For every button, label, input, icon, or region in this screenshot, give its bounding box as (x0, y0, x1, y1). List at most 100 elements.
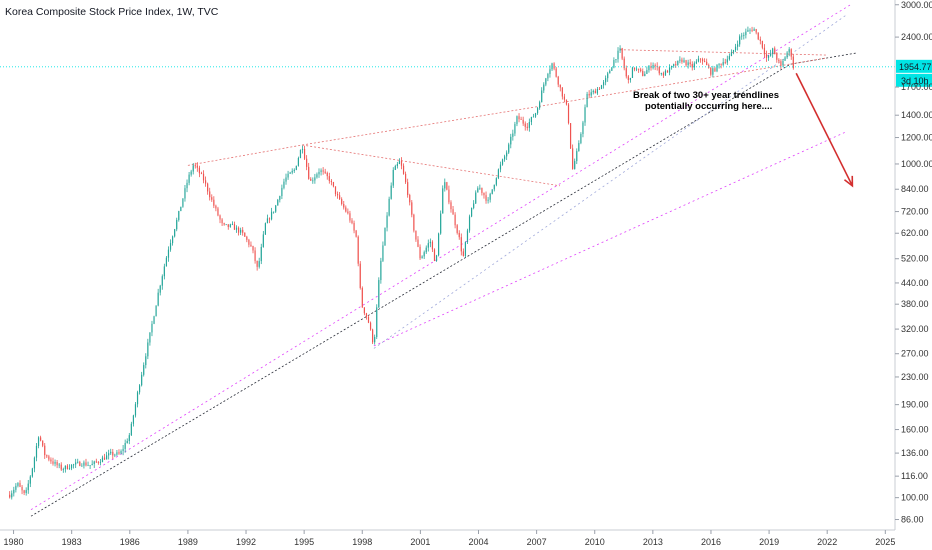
candle-body (64, 465, 66, 470)
candle-body (33, 457, 36, 469)
candle-body (720, 64, 722, 66)
candle-body (169, 243, 172, 250)
candle-body (664, 70, 667, 76)
candle-body (400, 161, 403, 166)
candle-body (675, 64, 677, 66)
candle-body (235, 227, 238, 230)
candle-body (116, 452, 118, 455)
candle-body (633, 67, 636, 70)
candle-body (250, 244, 252, 246)
candle-body (79, 461, 81, 466)
candle-body (679, 59, 681, 61)
candle-body (128, 435, 130, 441)
candle-body (710, 67, 712, 75)
candle-body (429, 241, 431, 244)
candle-body (275, 205, 277, 212)
candle-body (301, 148, 304, 150)
candle-body (279, 196, 281, 200)
candle-body (563, 96, 565, 100)
candle-body (534, 113, 537, 117)
candle-body (466, 230, 469, 243)
candle-body (299, 149, 302, 159)
candle-body (508, 144, 510, 153)
candle-body (213, 199, 215, 206)
candle-body (196, 165, 198, 168)
candle-body (623, 58, 625, 69)
candle-body (582, 122, 584, 135)
candle-body (462, 251, 464, 256)
candle-body (444, 182, 446, 189)
x-tick-label: 1980 (4, 537, 24, 547)
candle-body (737, 44, 739, 47)
candle-body (114, 454, 116, 456)
candle-body (229, 224, 231, 227)
candle-body (438, 233, 440, 256)
candle-body (357, 236, 359, 264)
candle-body (386, 215, 388, 228)
trendline-lower-channel (373, 131, 847, 347)
candle-body (448, 189, 450, 203)
candle-body (446, 182, 448, 190)
candle-body (124, 443, 126, 449)
candle-body (757, 32, 759, 40)
candle-body (353, 222, 355, 231)
candle-body (706, 61, 708, 66)
annotation-arrow (795, 72, 854, 187)
candle-body (23, 490, 25, 493)
candle-body (668, 67, 671, 73)
candle-body (281, 187, 283, 197)
candle-body (543, 84, 545, 91)
candle-body (35, 445, 38, 458)
candle-body (174, 229, 176, 237)
candle-body (83, 462, 85, 466)
candle-body (151, 323, 153, 333)
candle-body (99, 462, 102, 463)
candle-body (673, 64, 675, 66)
candle-body (339, 195, 341, 200)
candle-body (293, 169, 295, 171)
candle-body (681, 59, 683, 62)
candle-body (464, 242, 467, 256)
candle-body (93, 461, 95, 464)
candle-body (485, 195, 487, 201)
candle-body (456, 225, 458, 233)
candle-body (89, 465, 91, 466)
candle-body (588, 94, 590, 96)
candle-body (411, 202, 413, 215)
candle-body (677, 60, 679, 66)
candle-body (567, 104, 570, 124)
x-tick-label: 2016 (701, 537, 721, 547)
candle-body (46, 455, 48, 457)
candle-body (320, 170, 322, 172)
y-tick-label: 720.00 (901, 207, 929, 217)
candle-body (574, 161, 576, 170)
candle-body (126, 440, 128, 444)
x-tick-label: 1995 (294, 537, 314, 547)
candle-body (374, 337, 376, 343)
candle-body (578, 143, 580, 152)
candle-body (372, 329, 374, 343)
candle-body (295, 165, 297, 170)
candle-body (316, 174, 318, 178)
candle-body (303, 148, 306, 159)
candle-body (497, 169, 500, 179)
candle-body (314, 177, 316, 181)
trendline-1998-support (373, 14, 847, 349)
candle-body (788, 49, 790, 53)
candle-body (433, 249, 436, 261)
candle-body (763, 47, 766, 55)
candle-body (557, 76, 559, 85)
candle-body (609, 70, 611, 74)
candle-body (759, 39, 761, 41)
candle-body (611, 67, 613, 71)
candle-body (697, 58, 700, 62)
candle-body (792, 56, 794, 69)
candle-body (384, 227, 386, 246)
candle-body (122, 448, 124, 452)
candle-body (625, 68, 627, 77)
candle-body (347, 211, 349, 214)
candle-body (602, 82, 605, 86)
y-tick-label: 320.00 (901, 324, 929, 334)
candle-body (396, 163, 398, 167)
